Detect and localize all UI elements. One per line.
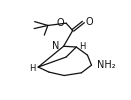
Text: H: H [29, 64, 35, 73]
Text: O: O [85, 17, 93, 27]
Text: H: H [79, 42, 86, 51]
Text: N: N [52, 41, 59, 51]
Text: O: O [56, 18, 64, 28]
Text: NH₂: NH₂ [97, 60, 115, 70]
